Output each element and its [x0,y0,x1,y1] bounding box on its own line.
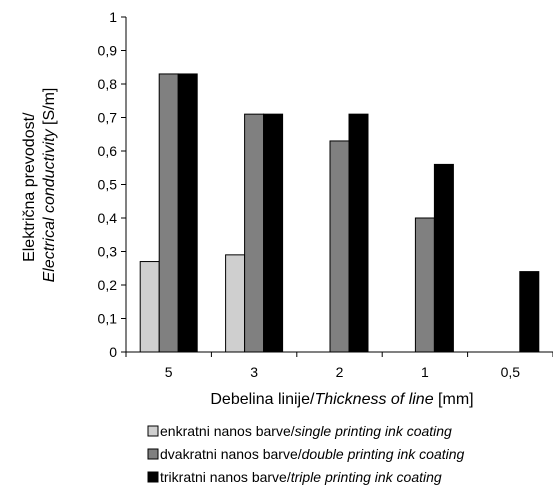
y-tick-label: 0 [109,344,117,360]
x-axis: 5 3 2 1 0,5 [125,351,553,380]
legend-swatch-2 [147,448,159,460]
x-axis-title-plain: Debelina linije/ [210,391,315,408]
y-tick-label: 0,4 [98,210,118,226]
x-tick-label: 0,5 [501,364,521,380]
x-axis-title-unit: [mm] [434,391,474,408]
bars-group [139,73,540,353]
y-tick-label: 0,2 [98,277,118,293]
y-tick-label: 0,8 [98,76,118,92]
bar-series2-cat-0 [158,73,179,353]
legend-swatch-1 [147,425,159,437]
y-tick-label: 0,5 [98,177,118,193]
bar-series1-cat-0 [139,261,160,353]
x-tick-label: 5 [165,364,173,380]
y-tick-label: 0,6 [98,143,118,159]
y-tick-label: 1 [109,9,117,25]
bar-series3-cat-4 [519,271,540,353]
y-axis-title-unit: [S/m] [41,88,58,130]
y-tick-label: 0,3 [98,244,118,260]
y-axis-title-line2-italic: Electrical conductivity [41,128,58,282]
x-axis-title-italic: Thickness of line [314,391,433,408]
legend-label-3: trikratni nanos barve/triple printing in… [160,469,442,485]
y-axis: 0 0,1 0,2 0,3 0,4 0,5 0,6 0,7 0,8 0,9 1 [98,9,127,360]
y-axis-title-line1: Električna prevodost/ [21,112,38,262]
x-tick-label: 2 [336,364,344,380]
bar-series1-cat-1 [225,254,246,353]
y-axis-title: Električna prevodost/ Electrical conduct… [21,88,58,283]
legend-label-2: dvakratni nanos barve/double printing in… [160,446,465,462]
y-tick-label: 0,1 [98,311,118,327]
legend-label-1: enkratni nanos barve/single printing ink… [160,423,452,439]
bar-series3-cat-2 [348,113,369,353]
legend: enkratni nanos barve/single printing ink… [147,423,465,485]
bar-series2-cat-3 [414,217,435,353]
x-tick-label: 1 [421,364,429,380]
bar-series2-cat-1 [244,113,265,353]
bar-series3-cat-3 [433,163,454,353]
y-tick-label: 0,9 [98,43,118,59]
legend-swatch-3 [147,471,159,483]
bar-series2-cat-2 [329,140,350,353]
bar-series3-cat-0 [177,73,198,353]
x-axis-title: Debelina linije/Thickness of line [mm] [210,391,473,408]
bar-series3-cat-1 [263,113,284,353]
y-tick-label: 0,7 [98,110,118,126]
x-tick-label: 3 [250,364,258,380]
